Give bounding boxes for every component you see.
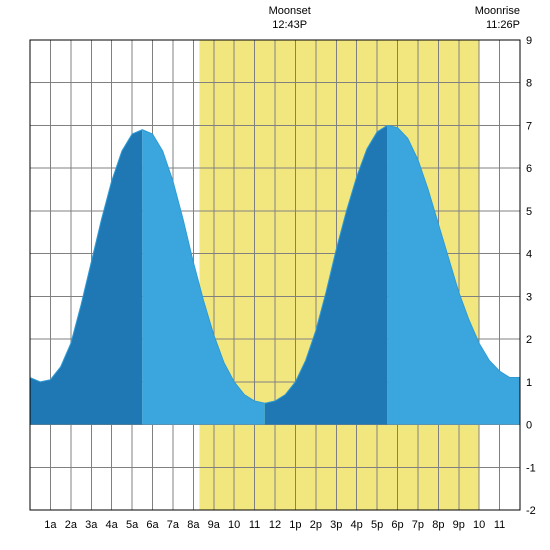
y-tick-label: 7	[526, 120, 532, 132]
y-tick-label: 4	[526, 249, 532, 261]
x-tick-label: 7p	[412, 519, 424, 531]
x-tick-label: 8a	[187, 519, 200, 531]
y-tick-label: 8	[526, 78, 532, 90]
x-tick-label: 5p	[371, 519, 383, 531]
moon-event-time: 12:43P	[272, 19, 307, 31]
moon-event-label: Moonset	[269, 5, 311, 17]
y-tick-label: 1	[526, 377, 532, 389]
x-tick-label: 7a	[167, 519, 180, 531]
x-tick-label: 9a	[208, 519, 221, 531]
x-tick-label: 4a	[106, 519, 119, 531]
x-tick-label: 1p	[289, 519, 301, 531]
x-tick-label: 2a	[65, 519, 78, 531]
x-tick-label: 10	[228, 519, 240, 531]
tide-chart-svg: -2-101234567891a2a3a4a5a6a7a8a9a1011121p…	[0, 0, 550, 550]
x-tick-label: 1a	[44, 519, 57, 531]
x-tick-label: 11	[494, 519, 505, 531]
moon-event-label: Moonrise	[475, 5, 520, 17]
y-tick-label: -1	[526, 462, 536, 474]
moon-event-time: 11:26P	[486, 19, 520, 31]
x-tick-label: 8p	[432, 519, 444, 531]
y-tick-label: 2	[526, 334, 532, 346]
tide-chart: -2-101234567891a2a3a4a5a6a7a8a9a1011121p…	[0, 0, 550, 550]
y-tick-label: 0	[526, 420, 532, 432]
x-tick-label: 2p	[310, 519, 322, 531]
y-tick-label: -2	[526, 505, 536, 517]
x-tick-label: 6p	[391, 519, 403, 531]
y-tick-label: 3	[526, 291, 532, 303]
y-tick-label: 6	[526, 163, 532, 175]
x-tick-label: 3a	[85, 519, 98, 531]
x-tick-label: 11	[249, 519, 260, 531]
x-tick-label: 4p	[351, 519, 363, 531]
x-tick-label: 9p	[453, 519, 465, 531]
y-tick-label: 9	[526, 35, 532, 47]
x-tick-label: 6a	[146, 519, 159, 531]
x-tick-label: 12	[269, 519, 281, 531]
y-tick-label: 5	[526, 206, 532, 218]
x-tick-label: 5a	[126, 519, 139, 531]
x-tick-label: 3p	[330, 519, 342, 531]
x-tick-label: 10	[473, 519, 485, 531]
